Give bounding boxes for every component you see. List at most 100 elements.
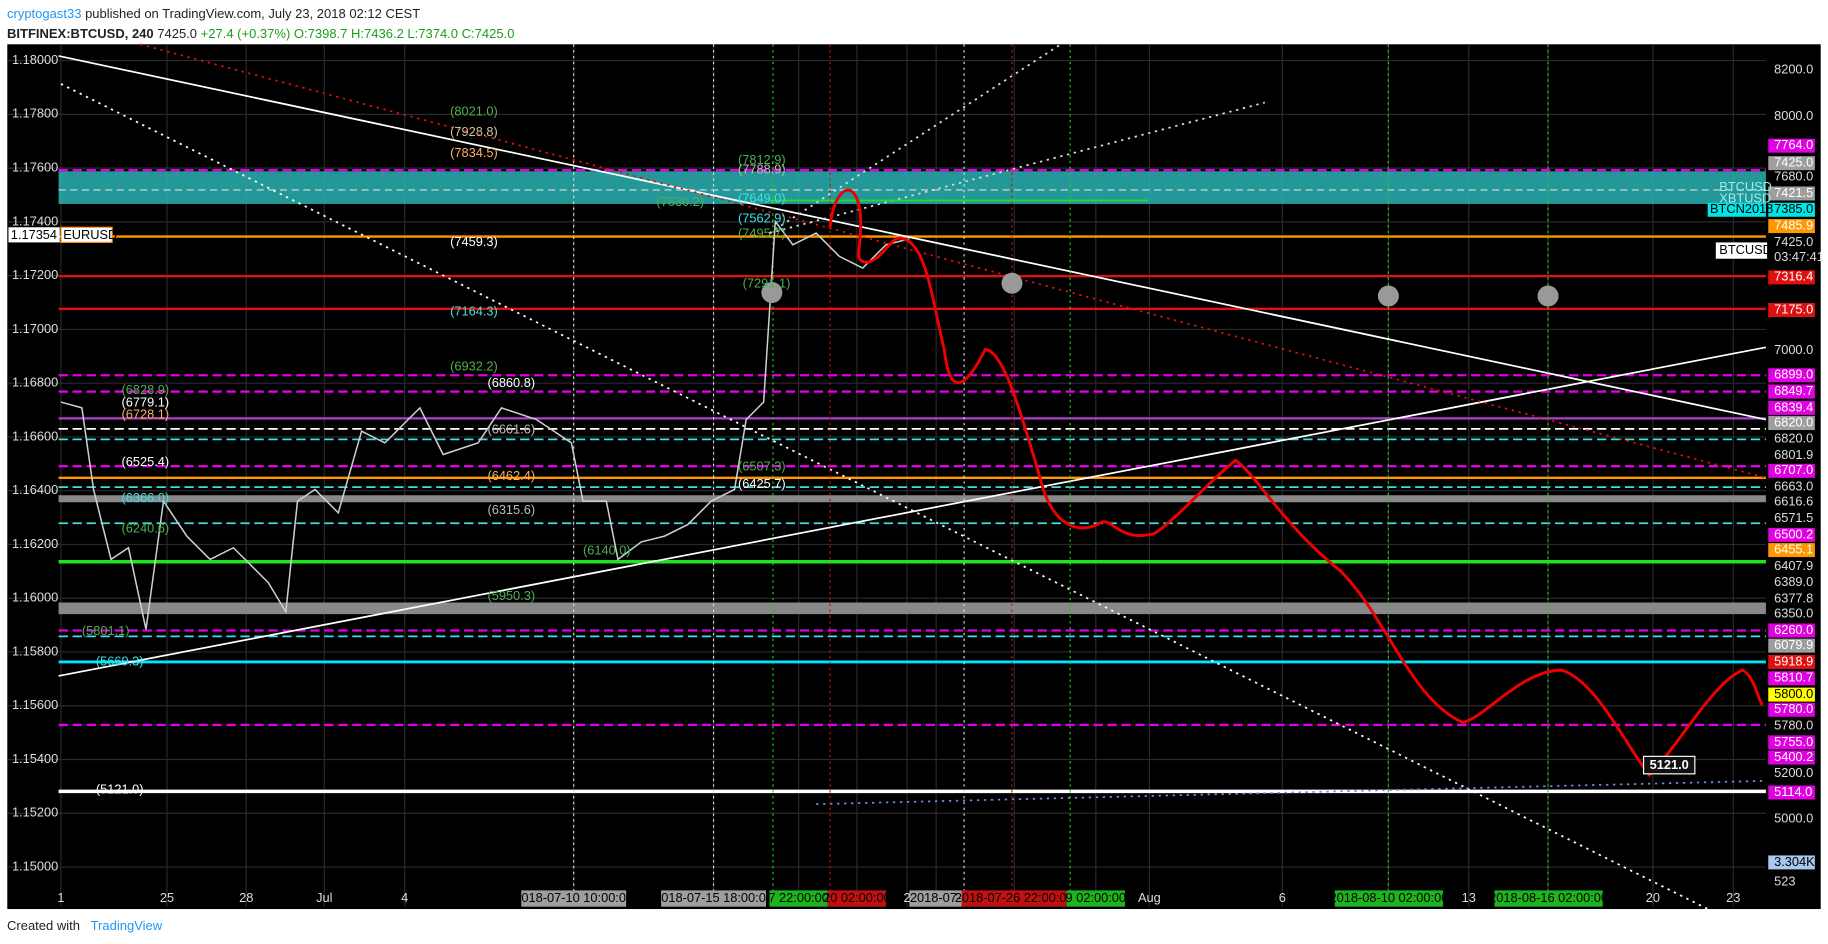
brand[interactable]: TradingView: [90, 918, 163, 933]
x-tick-label: 2018-07-15 18:00:00: [654, 890, 773, 905]
x-tick-label: 6: [1279, 890, 1286, 905]
x-tick-label: 2018-07-26 22:00:00: [955, 890, 1074, 905]
right-tick-label: 7425.0: [1774, 155, 1813, 170]
x-tick-label: 20: [1646, 890, 1660, 905]
price-tag: [1768, 638, 1815, 653]
level-label: (6828.9): [122, 382, 170, 397]
trend-line: [139, 43, 1767, 479]
right-tick-label: 6377.8: [1774, 590, 1813, 605]
x-tick-label: 28: [239, 890, 253, 905]
time-tag: [661, 890, 766, 907]
right-tick-label: 5780.0: [1774, 717, 1813, 732]
trend-line: [816, 779, 1766, 806]
right-tick-label: 5780.0: [1774, 701, 1813, 716]
level-label: (7459.3): [450, 234, 498, 249]
right-tick-label: 8000.0: [1774, 108, 1813, 123]
level-label: (6140.0): [583, 543, 631, 558]
right-tick-label: 6260.0: [1774, 622, 1813, 637]
eurusd-price: 1.17354: [11, 227, 57, 242]
price-tag: [1768, 463, 1815, 478]
right-tick-label: 7680.0: [1774, 169, 1813, 184]
time-tag: [1066, 890, 1125, 907]
right-tick-label: 6849.7: [1774, 383, 1813, 398]
x-tick-label: 9 02:00:00: [1066, 890, 1126, 905]
right-tick-label: 6616.6: [1774, 494, 1813, 509]
symbol-label: BTCN2018: [1710, 201, 1773, 216]
left-tick-label: 1.15800: [12, 643, 58, 658]
level-label: (6507.3): [738, 459, 786, 474]
price-tag: [1768, 623, 1815, 638]
price-tag: [1768, 156, 1815, 171]
price-tag: [1768, 735, 1815, 750]
time-tag: [1494, 890, 1603, 907]
created-with: Created with: [7, 918, 80, 933]
right-tick-label: 7764.0: [1774, 137, 1813, 152]
symbol-label: BTCUSD: [1719, 242, 1772, 257]
eurusd-label: EURUSD: [63, 227, 117, 242]
left-tick-label: 1.15000: [12, 858, 58, 873]
price-tag: [1715, 242, 1768, 259]
zone: [58, 171, 1766, 204]
price-tag: [1768, 785, 1815, 800]
price-tag: [1768, 702, 1815, 717]
symbol-label: BTCUSD: [1719, 179, 1772, 194]
level-label: (6425.7): [738, 476, 786, 491]
low: L:7374.0: [407, 26, 459, 41]
author[interactable]: cryptogast33: [7, 6, 82, 21]
price-tag: [1707, 202, 1766, 217]
time-tag: [1334, 890, 1444, 907]
right-tick-label: 7000.0: [1774, 342, 1813, 357]
right-tick-label: 6820.0: [1774, 431, 1813, 446]
right-tick-label: 6455.1: [1774, 541, 1813, 556]
level-label: (7788.9): [738, 162, 786, 177]
price-tag: [1768, 416, 1815, 431]
trend-line: [60, 83, 1767, 939]
right-tick-label: 523: [1774, 874, 1795, 889]
level-labels: (8021.0) (7928.8) (7834.5) (7812.9)(7788.9)…: [82, 103, 790, 796]
level-label: (7495.7): [738, 226, 786, 241]
time-tag: [961, 890, 1067, 907]
close: C:7425.0: [461, 26, 515, 41]
level-label: (7164.3): [450, 304, 498, 319]
time-tag: [909, 890, 962, 907]
x-tick-label: 2018-07-: [910, 890, 961, 905]
left-tick-label: 1.17200: [12, 267, 58, 282]
header: cryptogast33 published on TradingView.co…: [7, 4, 514, 44]
right-tick-label: 7175.0: [1774, 301, 1813, 316]
left-tick-label: 1.16000: [12, 590, 58, 605]
left-tick-label: 1.16800: [12, 375, 58, 390]
right-tick-label: 7316.4: [1774, 269, 1813, 284]
right-tick-label: 6899.0: [1774, 367, 1813, 382]
right-tick-label: 6571.5: [1774, 510, 1813, 525]
time-tag: [769, 890, 828, 907]
left-axis: 1.18000 1.17800 1.17600 1.17400 1.17200 1.170…: [12, 52, 58, 873]
symbol-label: XBTUSD: [1719, 191, 1771, 206]
price-tag: [1768, 368, 1815, 383]
level-label: (6728.1): [122, 406, 170, 421]
right-tick-label: 5000.0: [1774, 811, 1813, 826]
right-tick-label: 5200.0: [1774, 765, 1813, 780]
left-tick-label: 1.16600: [12, 428, 58, 443]
right-tick-label: 6407.9: [1774, 558, 1813, 573]
trend-line: [58, 55, 1767, 421]
trend-line: [58, 346, 1767, 677]
right-tick-label: 5755.0: [1774, 734, 1813, 749]
left-tick-label: 1.17600: [12, 160, 58, 175]
right-tick-label: 6500.2: [1774, 526, 1813, 541]
level-label: (6366.0): [122, 490, 170, 505]
price-tag: [8, 227, 60, 243]
level-label: (7630.2): [656, 194, 704, 209]
x-tick-label: 2: [903, 890, 910, 905]
drawings: [58, 43, 1767, 939]
x-tick-label: 7 22:00:00: [768, 890, 829, 905]
published: published on TradingView.com, July 23, 2…: [85, 6, 421, 21]
level-label: (6932.2): [450, 359, 498, 374]
left-tick-label: 1.15200: [12, 805, 58, 820]
left-tick-label: 1.16400: [12, 482, 58, 497]
last-price: 7425.0: [157, 26, 198, 41]
level-label: (7834.5): [450, 145, 498, 160]
right-tick-label: 7385.0: [1774, 201, 1813, 216]
left-tick-label: 1.17800: [12, 106, 58, 121]
price-tag: [1768, 687, 1815, 702]
x-tick-label: 2018-08-10 02:00:00: [1329, 890, 1448, 905]
